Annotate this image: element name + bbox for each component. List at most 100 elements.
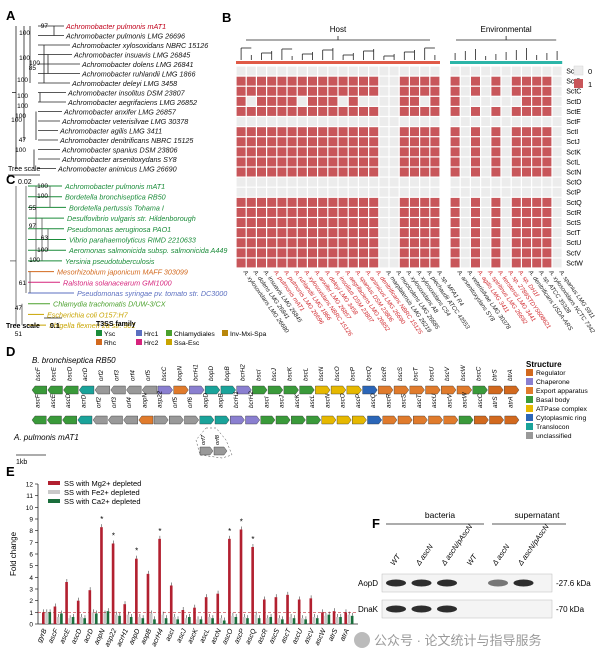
heatmap-cell	[491, 76, 501, 86]
heatmap-cell	[297, 157, 307, 167]
heatmap-cell	[450, 208, 460, 217]
heatmap-cell	[511, 147, 521, 157]
gene-label: ascI	[263, 396, 270, 408]
heatmap-cell	[236, 238, 246, 248]
bootstrap-value: 100	[29, 257, 40, 264]
heatmap-cell	[338, 197, 348, 207]
heatmap-cell	[359, 127, 368, 137]
heatmap-cell	[338, 117, 348, 126]
heatmap-cell	[511, 76, 521, 86]
heatmap-cell	[359, 248, 368, 258]
bootstrap-value: 100	[37, 193, 48, 200]
heatmap-cell	[430, 228, 440, 238]
heatmap-cell	[359, 86, 368, 96]
bar	[141, 618, 145, 624]
heatmap-cell	[379, 187, 389, 197]
heatmap-cell	[246, 66, 256, 76]
heatmap-cell	[389, 208, 399, 217]
heatmap-cell	[359, 208, 368, 217]
heatmap-cell	[369, 187, 379, 197]
gene-arrow	[63, 385, 79, 395]
heatmap-cell	[481, 248, 491, 258]
legend-label: Ysc	[104, 331, 116, 338]
heatmap-cell	[471, 218, 480, 227]
heatmap-cell	[246, 157, 256, 167]
bar	[321, 612, 324, 624]
heatmap-cell	[542, 187, 552, 197]
heatmap-cell	[308, 66, 317, 76]
row-label: SctT	[566, 230, 581, 237]
panel-label-a: A	[6, 8, 16, 23]
heatmap-cell	[369, 197, 379, 207]
heatmap-cell	[297, 208, 307, 217]
taxon-label: Shigella flexneri 2a str. 301	[49, 321, 135, 330]
heatmap-cell	[542, 248, 552, 258]
heatmap-cell	[542, 96, 552, 106]
heatmap-cell	[522, 167, 531, 177]
bar	[286, 594, 289, 624]
heatmap-cell	[277, 177, 287, 187]
heatmap-cell	[501, 228, 511, 238]
heatmap-cell	[369, 177, 379, 187]
legend-swatch-absent	[573, 65, 584, 76]
heatmap-cell	[236, 96, 246, 106]
heatmap-cell	[359, 117, 368, 126]
heatmap-cell	[481, 157, 491, 167]
heatmap-cell	[267, 228, 277, 238]
significance-mark: *	[112, 532, 115, 541]
heatmap-cell	[267, 107, 277, 116]
y-tick-label: 0	[29, 622, 33, 629]
row-label: SctA	[566, 69, 581, 76]
bootstrap-value: 51	[15, 331, 23, 338]
gene-arrow	[108, 415, 123, 425]
heatmap-cell	[277, 157, 287, 167]
gene-arrow	[153, 415, 169, 425]
bootstrap-value: 100	[17, 77, 28, 84]
heatmap-cell	[481, 76, 491, 86]
heatmap-cell	[471, 127, 480, 137]
bar	[56, 617, 60, 624]
heatmap-cell	[277, 167, 287, 177]
bar	[65, 582, 68, 624]
gene-label: bcrH2	[248, 391, 255, 408]
heatmap-cell	[359, 197, 368, 207]
heatmap-cell	[399, 218, 409, 227]
heatmap-cell	[287, 228, 297, 238]
heatmap-cell	[389, 248, 399, 258]
heatmap-cell	[277, 258, 287, 268]
bar	[48, 612, 52, 624]
legend-swatch	[166, 330, 172, 336]
heatmap-cell	[318, 137, 328, 147]
bar	[91, 612, 95, 624]
heatmap-cell	[297, 197, 307, 207]
blot-marker-label: -27.6 kDa	[556, 579, 591, 588]
panel-label-c: C	[6, 172, 16, 187]
heatmap-cell	[491, 117, 501, 126]
bootstrap-value: 47	[15, 305, 23, 312]
panel-d-gene-clusters: B. bronchiseptica RB50 A. pulmonis mAT1 bs…	[13, 356, 588, 466]
heatmap-cell	[308, 238, 317, 248]
heatmap-cell	[511, 238, 521, 248]
heatmap-cell	[277, 137, 287, 147]
gene-label: ascT	[416, 393, 423, 408]
legend-label: Ssa-Esc	[174, 340, 200, 347]
gene-label: ascV	[446, 393, 453, 408]
heatmap-cell	[410, 127, 419, 137]
heatmap-cell	[532, 167, 542, 177]
heatmap-cell	[246, 147, 256, 157]
heatmap-cell	[522, 177, 531, 187]
heatmap-cell	[257, 107, 266, 116]
significance-mark: *	[228, 527, 231, 536]
taxon-label: Bordetella bronchiseptica RB50	[65, 193, 166, 202]
heatmap-cell	[460, 258, 470, 268]
heatmap-cell	[420, 228, 430, 238]
heatmap-cell	[257, 228, 266, 238]
heatmap-cell	[552, 208, 562, 217]
bar	[254, 614, 258, 624]
heatmap-cell	[511, 127, 521, 137]
gene-label: asp22	[157, 390, 164, 408]
bar	[315, 618, 319, 624]
heatmap-cell	[338, 96, 348, 106]
legend-swatch-present	[574, 79, 583, 88]
heatmap-cell	[471, 86, 480, 96]
